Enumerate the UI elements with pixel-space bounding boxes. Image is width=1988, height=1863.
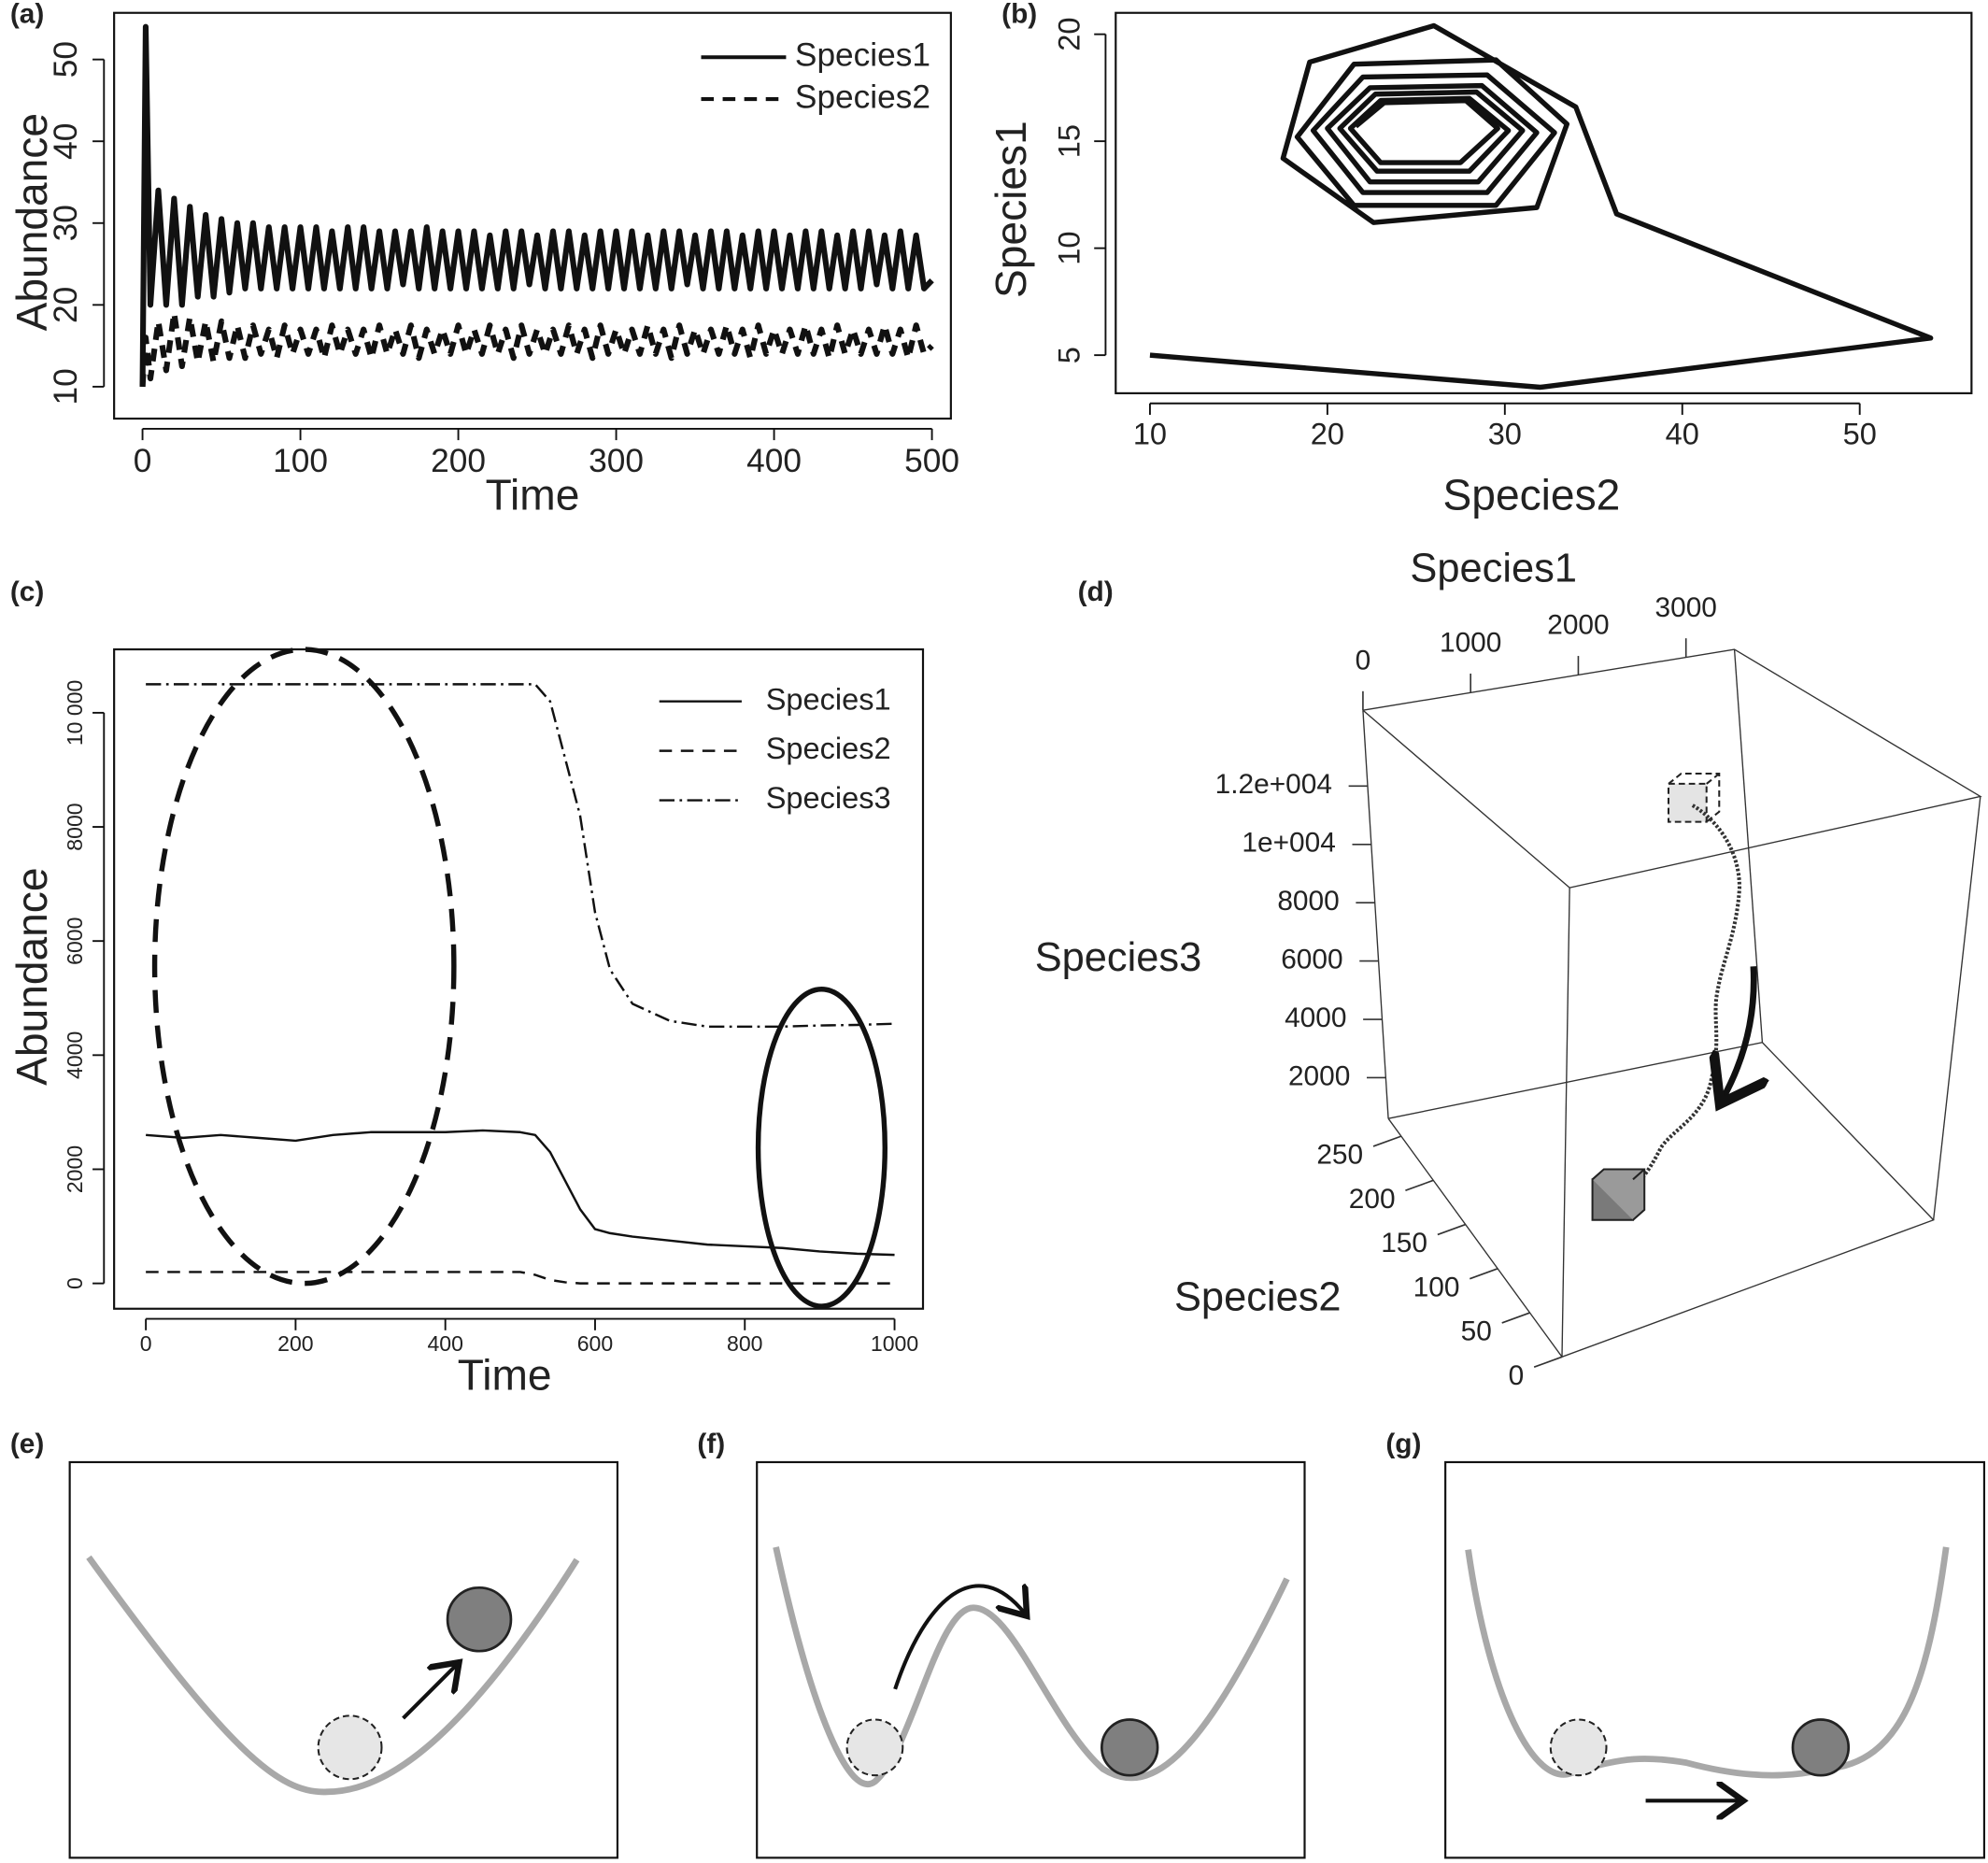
z-axis-title: Species3	[1035, 935, 1202, 980]
y-tick-label: 250	[1316, 1140, 1363, 1171]
y-tick-label: 6000	[63, 917, 87, 965]
x-tick-label: 1000	[1440, 628, 1501, 659]
panel-label: (e)	[10, 1429, 44, 1459]
y-tick-label: 50	[48, 41, 84, 78]
z-tick-label: 1e+004	[1242, 828, 1335, 859]
x-axis-title: Time	[486, 471, 580, 519]
plot-frame	[1115, 11, 1973, 394]
x-tick-label: 600	[577, 1331, 613, 1356]
y-tick-label: 10	[1052, 232, 1086, 265]
legend-label: Species2	[795, 78, 930, 115]
y-tick-label: 0	[1509, 1360, 1525, 1391]
panel-label: (c)	[10, 576, 44, 607]
x-tick-label: 3000	[1655, 592, 1717, 623]
x-tick-label: 30	[1488, 417, 1522, 450]
z-tick-label: 8000	[1277, 886, 1339, 917]
y-tick-label: 150	[1381, 1228, 1427, 1259]
trajectory	[1591, 773, 1754, 1221]
panel-label: (b)	[1001, 0, 1037, 29]
series-line	[146, 1129, 895, 1257]
landscape-g	[1444, 1460, 1986, 1859]
panel-label: (a)	[10, 0, 44, 29]
x-tick-label: 100	[273, 443, 328, 479]
y-tick	[1372, 1135, 1402, 1147]
y-tick	[1501, 1312, 1530, 1324]
y-tick-label: 40	[48, 123, 84, 160]
x-axis-title: Time	[458, 1351, 552, 1400]
legend-label: Species1	[766, 682, 891, 716]
y-tick-label: 30	[48, 205, 84, 241]
x-tick-label: 0	[134, 443, 152, 479]
y-tick-label: 20	[48, 287, 84, 323]
trajectory-line	[1149, 22, 1934, 391]
y-tick-label: 2000	[63, 1145, 87, 1193]
x-axis-title: Species1	[1410, 546, 1577, 590]
x-tick-label: 500	[904, 443, 959, 479]
y-axis-title: Abundance	[7, 867, 56, 1085]
x-tick-label: 20	[1311, 417, 1344, 450]
x-tick-label: 400	[746, 443, 802, 479]
legend-label: Species3	[766, 781, 891, 815]
y-tick	[1437, 1223, 1466, 1236]
z-tick-label: 4000	[1285, 1003, 1346, 1033]
x-tick-label: 200	[431, 443, 486, 479]
y-tick	[1533, 1356, 1563, 1368]
landscape-e	[68, 1460, 619, 1859]
x-tick-label: 1000	[871, 1331, 918, 1356]
x-tick-label: 40	[1666, 417, 1699, 450]
plot-frame	[113, 11, 952, 420]
x-tick-label: 400	[427, 1331, 462, 1356]
x-tick-label: 300	[589, 443, 644, 479]
series-line	[139, 310, 934, 388]
z-tick-label: 1.2e+004	[1215, 769, 1332, 800]
x-tick-label: 2000	[1547, 610, 1609, 641]
x-tick-label: 200	[277, 1331, 313, 1356]
y-tick-label: 50	[1461, 1316, 1492, 1347]
plot-frame	[113, 647, 925, 1310]
series-line	[146, 683, 895, 1029]
y-tick-label: 10 000	[63, 680, 87, 747]
y-axis-title: Species2	[1174, 1275, 1342, 1320]
z-tick-label: 2000	[1288, 1060, 1350, 1091]
x-axis-title: Species2	[1443, 471, 1621, 519]
y-tick-label: 15	[1052, 124, 1086, 158]
y-tick-label: 10	[48, 368, 84, 405]
y-tick-label: 20	[1052, 18, 1086, 51]
y-tick-label: 4000	[63, 1031, 87, 1079]
3d-box	[1362, 648, 1982, 1358]
z-tick-label: 6000	[1281, 945, 1342, 975]
landscape-f	[756, 1460, 1306, 1859]
y-tick-label: 5	[1052, 347, 1086, 363]
x-tick-label: 0	[140, 1331, 152, 1356]
x-tick-label: 800	[727, 1331, 762, 1356]
panel-label: (f)	[697, 1429, 725, 1459]
legend-label: Species1	[795, 37, 930, 74]
annotation-ellipse	[755, 987, 888, 1309]
legend-label: Species2	[766, 732, 891, 765]
panel-label: (g)	[1385, 1429, 1421, 1459]
y-tick	[1405, 1179, 1434, 1191]
y-axis-title: Abundance	[7, 113, 56, 331]
x-tick-label: 10	[1133, 417, 1167, 450]
x-tick-label: 0	[1356, 645, 1371, 676]
series-line	[139, 23, 934, 387]
y-tick-label: 200	[1349, 1184, 1396, 1215]
y-tick-label: 0	[63, 1277, 87, 1289]
x-tick-label: 50	[1843, 417, 1877, 450]
annotation-ellipse	[151, 647, 457, 1287]
y-axis-title: Species1	[987, 121, 1035, 298]
panel-label: (d)	[1078, 576, 1114, 607]
y-tick	[1470, 1268, 1498, 1280]
y-tick-label: 8000	[63, 803, 87, 850]
y-tick-label: 100	[1413, 1272, 1460, 1302]
